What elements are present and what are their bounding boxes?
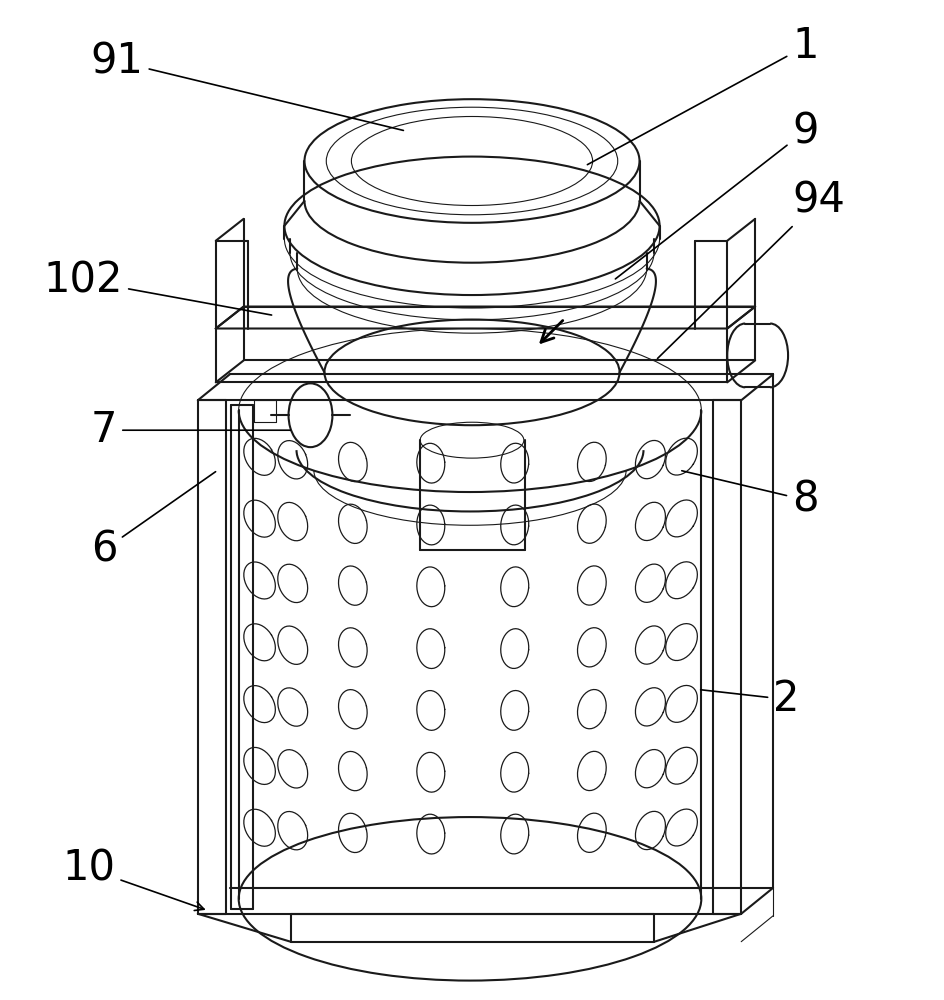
- Text: 94: 94: [658, 180, 845, 358]
- Text: 8: 8: [682, 471, 818, 521]
- Text: 6: 6: [91, 472, 215, 571]
- Text: 102: 102: [43, 260, 272, 315]
- Text: 91: 91: [91, 40, 403, 130]
- Text: 9: 9: [615, 110, 818, 279]
- Text: 7: 7: [91, 409, 291, 451]
- Text: 2: 2: [700, 678, 800, 720]
- Text: 10: 10: [62, 848, 204, 911]
- Text: 1: 1: [587, 25, 818, 165]
